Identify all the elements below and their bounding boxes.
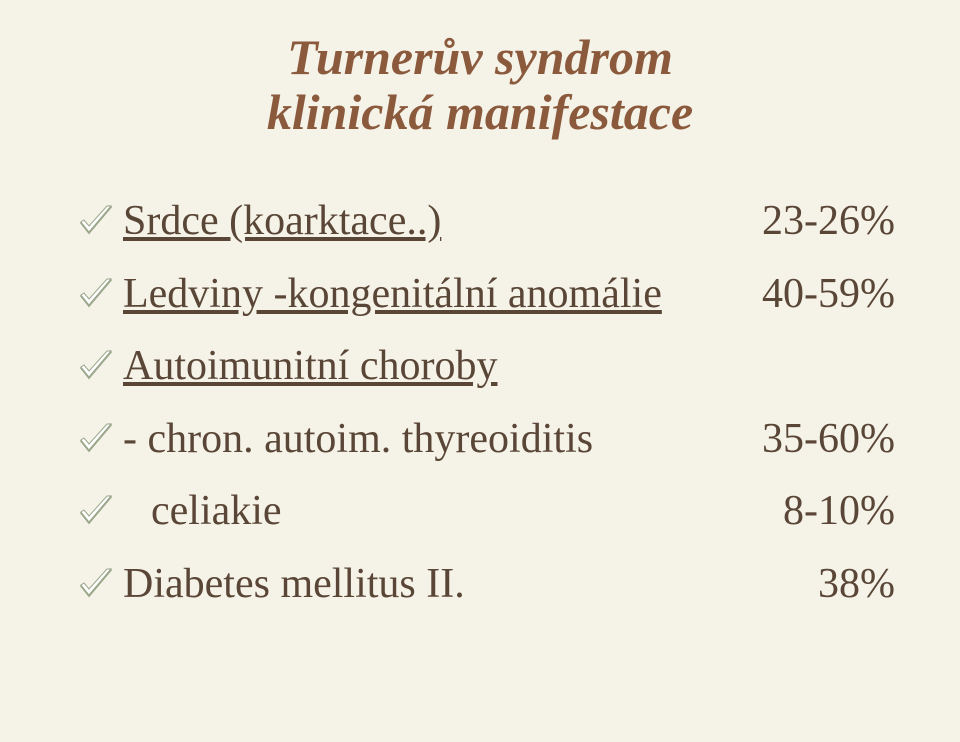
- title-block: Turnerův syndrom klinická manifestace: [65, 30, 895, 140]
- list-item: celiakie 8-10%: [77, 485, 895, 542]
- item-content: - chron. autoim. thyreoiditis 35-60%: [123, 413, 895, 466]
- item-label: Srdce (koarktace..): [123, 195, 441, 248]
- title-line-2: klinická manifestace: [65, 85, 895, 140]
- item-label: Ledviny -kongenitální anomálie: [123, 268, 662, 321]
- item-value: 8-10%: [783, 485, 895, 538]
- checkmark-icon: [77, 562, 123, 615]
- checkmark-icon: [77, 272, 123, 325]
- checkmark-icon: [77, 417, 123, 470]
- list-item: Diabetes mellitus II. 38%: [77, 558, 895, 615]
- item-label: Autoimunitní choroby: [123, 340, 497, 393]
- item-value: 38%: [818, 558, 895, 611]
- checkmark-icon: [77, 199, 123, 252]
- item-value: 23-26%: [762, 195, 895, 248]
- item-label: celiakie: [123, 485, 282, 538]
- item-content: Autoimunitní choroby: [123, 340, 895, 393]
- item-content: celiakie 8-10%: [123, 485, 895, 538]
- checkmark-icon: [77, 489, 123, 542]
- checkmark-icon: [77, 344, 123, 397]
- item-value: 40-59%: [762, 268, 895, 321]
- item-content: Ledviny -kongenitální anomálie 40-59%: [123, 268, 895, 321]
- item-label: Diabetes mellitus II.: [123, 558, 465, 611]
- slide-container: Turnerův syndrom klinická manifestace Sr…: [0, 0, 960, 742]
- item-content: Diabetes mellitus II. 38%: [123, 558, 895, 611]
- list-item: Autoimunitní choroby: [77, 340, 895, 397]
- list-item: Ledviny -kongenitální anomálie 40-59%: [77, 268, 895, 325]
- list-item: Srdce (koarktace..) 23-26%: [77, 195, 895, 252]
- bullet-list: Srdce (koarktace..) 23-26% Ledviny -kong…: [65, 195, 895, 614]
- item-label: - chron. autoim. thyreoiditis: [123, 413, 593, 466]
- item-content: Srdce (koarktace..) 23-26%: [123, 195, 895, 248]
- title-line-1: Turnerův syndrom: [65, 30, 895, 85]
- list-item: - chron. autoim. thyreoiditis 35-60%: [77, 413, 895, 470]
- item-value: 35-60%: [762, 413, 895, 466]
